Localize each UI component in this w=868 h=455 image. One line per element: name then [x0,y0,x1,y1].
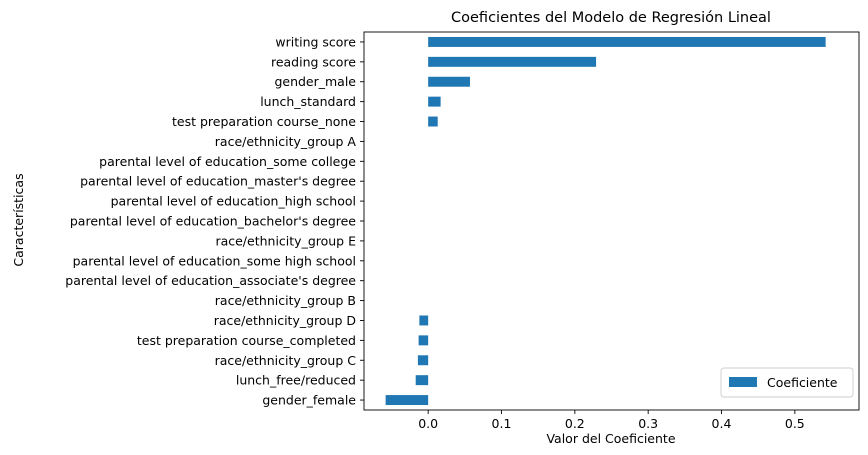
y-tick-label: parental level of education_high school [111,194,356,209]
legend-swatch [729,377,757,387]
bar-2 [428,76,470,87]
bar-15 [418,335,429,346]
y-tick-label: race/ethnicity_group C [215,353,357,368]
y-tick-label: lunch_standard [260,94,356,109]
bar-17 [415,375,429,386]
y-axis-label: Características [11,173,26,266]
chart-title: Coeficientes del Modelo de Regresión Lin… [451,10,771,26]
y-tick-label: reading score [271,54,356,69]
legend-label: Coeficiente [767,375,838,390]
y-tick-label: parental level of education_bachelor's d… [70,214,356,229]
bar-0 [428,36,826,47]
y-tick-label: lunch_free/reduced [236,373,356,388]
y-tick-label: race/ethnicity_group A [215,134,357,149]
x-axis-label: Valor del Coeficiente [546,431,675,446]
x-tick-label: 0.3 [638,416,658,431]
y-tick-label: parental level of education_master's deg… [80,174,356,189]
bar-3 [428,96,441,107]
plot-frame [363,31,860,411]
x-tick-label: 0.0 [418,416,438,431]
y-tick-label: test preparation course_completed [137,333,356,348]
bars-group [385,36,826,406]
y-tick-label: parental level of education_associate's … [65,273,356,288]
y-tick-label: race/ethnicity_group B [215,293,356,308]
legend: Coeficiente [720,367,854,398]
x-tick-label: 0.5 [785,416,805,431]
y-tick-label: test preparation course_none [172,114,356,129]
x-ticks-group: 0.0 0.1 0.2 0.3 0.4 0.5 [418,410,805,431]
x-tick-label: 0.2 [565,416,585,431]
bar-16 [417,355,429,366]
x-tick-label: 0.1 [492,416,512,431]
bar-4 [428,116,438,127]
bar-18 [385,395,429,406]
bar-1 [428,56,597,67]
y-tick-label: gender_female [262,393,356,408]
y-tick-label: parental level of education_some high sc… [73,253,356,268]
x-tick-label: 0.4 [712,416,732,431]
y-tick-label: writing score [275,34,356,49]
y-tick-label: gender_male [274,74,356,89]
legend-box [720,367,854,398]
bar-14 [419,315,429,326]
y-tick-label: race/ethnicity_group E [215,233,356,248]
y-tick-label: race/ethnicity_group D [214,313,356,328]
y-ticks-group: writing score reading score gender_malelun… [65,34,364,408]
y-tick-label: parental level of education_some college [99,154,356,169]
